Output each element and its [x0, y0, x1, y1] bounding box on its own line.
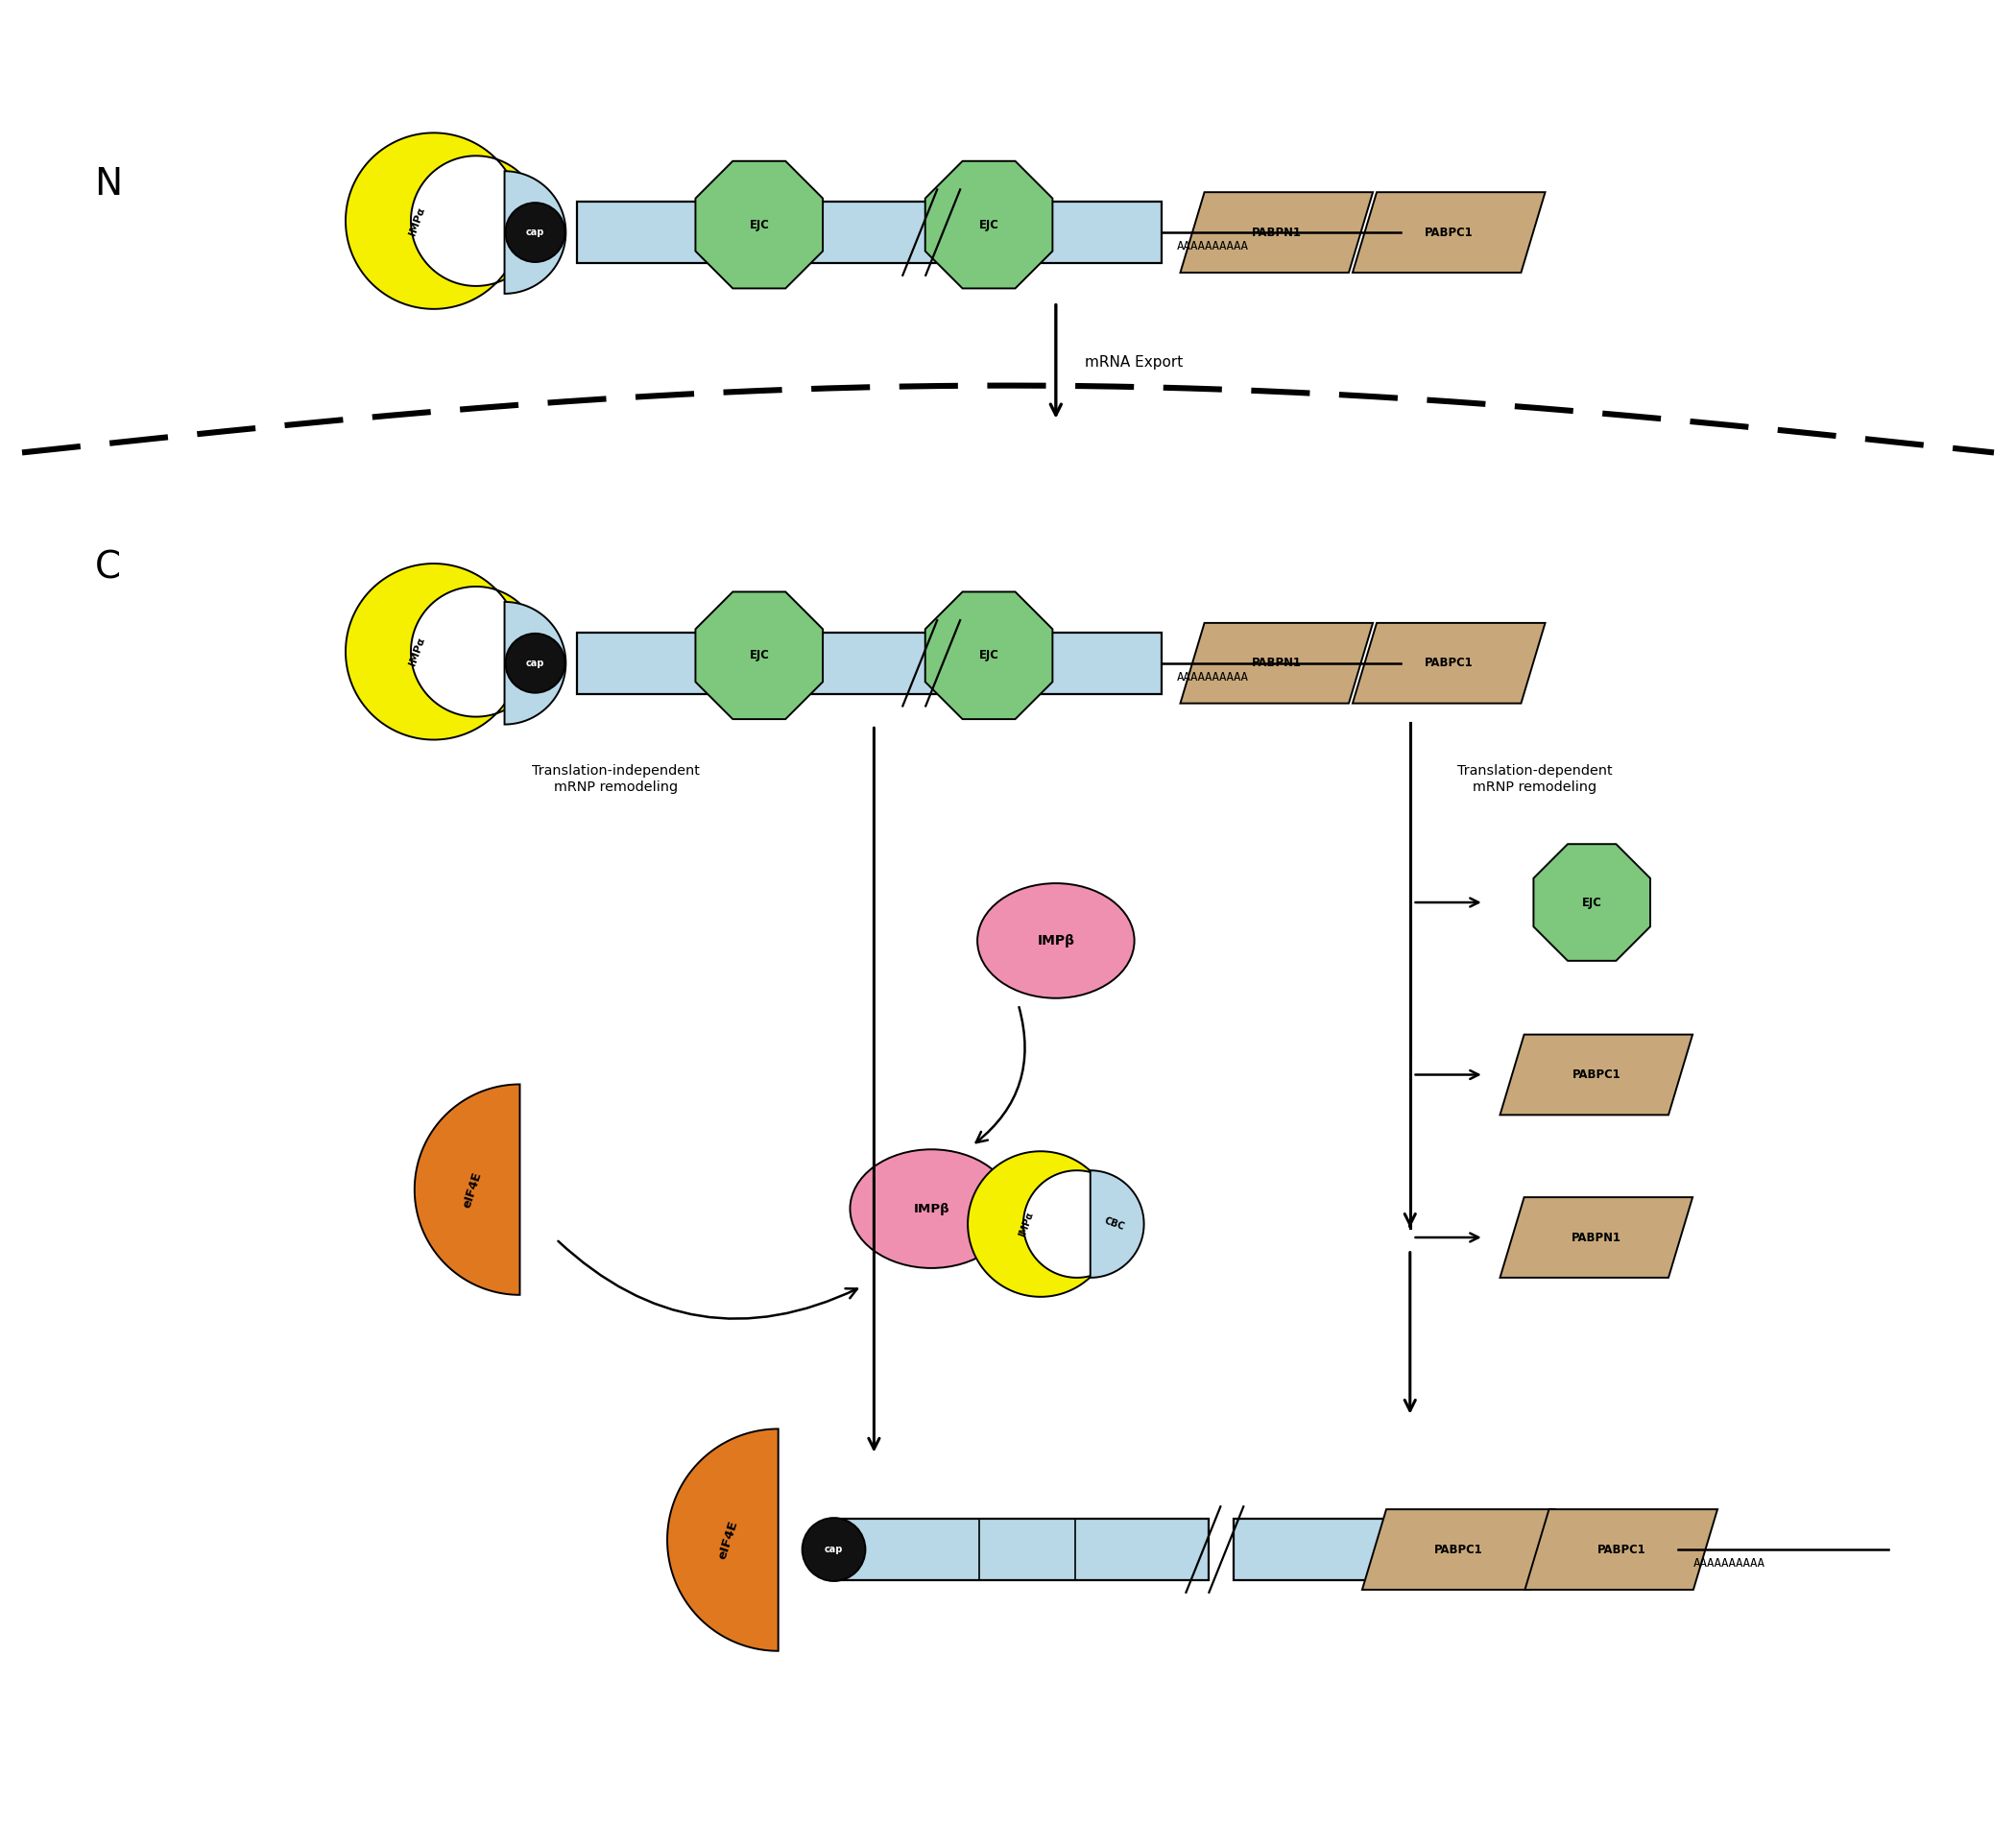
Text: CBC: CBC: [1103, 1217, 1127, 1233]
Text: PABPC1: PABPC1: [1425, 657, 1474, 669]
Text: PABPC1: PABPC1: [1597, 1543, 1645, 1556]
Text: PABPC1: PABPC1: [1425, 226, 1474, 239]
Text: PABPC1: PABPC1: [1572, 1069, 1621, 1082]
PathPatch shape: [345, 564, 540, 741]
Text: Translation-independent
mRNP remodeling: Translation-independent mRNP remodeling: [532, 764, 700, 793]
Polygon shape: [504, 171, 566, 294]
Text: Translation-dependent
mRNP remodeling: Translation-dependent mRNP remodeling: [1458, 764, 1613, 793]
Text: EJC: EJC: [1583, 896, 1603, 908]
Text: mRNA Export: mRNA Export: [1085, 356, 1183, 370]
Text: IMPα: IMPα: [407, 206, 425, 237]
Text: cap: cap: [825, 1545, 843, 1554]
Text: IMPα: IMPα: [407, 637, 425, 668]
Circle shape: [506, 633, 564, 693]
Ellipse shape: [851, 1149, 1012, 1268]
Polygon shape: [1534, 845, 1651, 961]
Polygon shape: [415, 1083, 520, 1295]
Polygon shape: [696, 591, 823, 719]
Text: PABPN1: PABPN1: [1570, 1231, 1621, 1244]
Polygon shape: [1353, 624, 1544, 704]
Text: IMPα: IMPα: [1016, 1211, 1034, 1238]
Text: AAAAAAAAAA: AAAAAAAAAA: [1693, 1558, 1766, 1570]
Polygon shape: [1363, 1508, 1554, 1591]
Bar: [577, 633, 1161, 693]
Polygon shape: [1500, 1034, 1693, 1114]
Text: PABPN1: PABPN1: [1252, 226, 1302, 239]
Polygon shape: [504, 602, 566, 724]
Polygon shape: [1500, 1197, 1693, 1277]
Text: IMPβ: IMPβ: [913, 1202, 950, 1215]
PathPatch shape: [345, 133, 540, 308]
Text: EJC: EJC: [980, 219, 998, 232]
Text: EJC: EJC: [980, 649, 998, 662]
Text: eIF4E: eIF4E: [462, 1169, 484, 1209]
Text: CBC: CBC: [520, 655, 544, 671]
Text: PABPN1: PABPN1: [1252, 657, 1302, 669]
Polygon shape: [925, 591, 1052, 719]
Polygon shape: [1179, 624, 1373, 704]
Text: PABPC1: PABPC1: [1433, 1543, 1482, 1556]
Circle shape: [802, 1518, 865, 1581]
Bar: [1234, 1519, 1677, 1580]
Text: IMPβ: IMPβ: [1036, 934, 1075, 947]
Text: cap: cap: [526, 658, 544, 668]
Ellipse shape: [978, 883, 1135, 998]
Text: CBC: CBC: [520, 224, 544, 241]
Polygon shape: [1179, 192, 1373, 272]
Polygon shape: [667, 1428, 778, 1651]
Text: N: N: [95, 166, 123, 202]
PathPatch shape: [968, 1151, 1131, 1297]
Bar: [837, 1519, 1210, 1580]
Text: AAAAAAAAAA: AAAAAAAAAA: [1177, 241, 1248, 252]
Circle shape: [506, 202, 564, 263]
Polygon shape: [1091, 1171, 1143, 1277]
Text: EJC: EJC: [750, 219, 768, 232]
Polygon shape: [925, 161, 1052, 288]
Text: AAAAAAAAAA: AAAAAAAAAA: [1177, 671, 1248, 684]
Bar: [577, 202, 1161, 263]
Polygon shape: [1524, 1508, 1718, 1591]
Polygon shape: [696, 161, 823, 288]
Text: cap: cap: [526, 228, 544, 237]
Polygon shape: [1353, 192, 1544, 272]
Text: eIF4E: eIF4E: [716, 1519, 740, 1561]
Text: EJC: EJC: [750, 649, 768, 662]
Text: C: C: [95, 549, 121, 586]
